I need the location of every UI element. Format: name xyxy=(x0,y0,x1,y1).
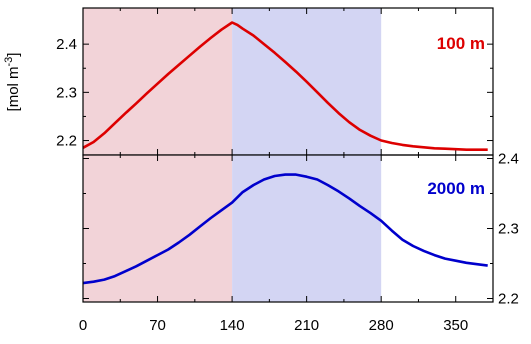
top-ytick-label: 2.3 xyxy=(56,84,77,101)
bottom-panel-frame xyxy=(82,154,494,303)
bottom-panel-label: 2000 m xyxy=(427,179,485,198)
x-tick-label: 0 xyxy=(79,317,87,334)
x-tick-label: 210 xyxy=(294,317,319,334)
y-axis-label-close: ] xyxy=(5,53,22,57)
x-tick-label: 350 xyxy=(443,317,468,334)
x-tick-label: 280 xyxy=(369,317,394,334)
x-tick-label: 140 xyxy=(220,317,245,334)
top-ytick-label: 2.2 xyxy=(56,133,77,150)
top-series-line xyxy=(82,21,488,151)
bottom-panel: 2000 m 2.2 2.3 2.4 0 70 140 210 280 350 xyxy=(79,151,519,335)
top-shaded-regions xyxy=(83,8,382,155)
x-tick-labels: 0 70 140 210 280 350 xyxy=(79,317,468,334)
bottom-ytick-label: 2.4 xyxy=(498,151,519,168)
bottom-shaded-regions xyxy=(83,155,382,302)
bottom-ytick-label: 2.3 xyxy=(498,221,519,238)
top-ytick-labels: 2.2 2.3 2.4 xyxy=(56,36,77,149)
top-panel-label: 100 m xyxy=(437,34,485,53)
y-axis-label-main: [mol m xyxy=(5,66,22,111)
bottom-ytick-label: 2.2 xyxy=(498,291,519,308)
top-ytick-label: 2.4 xyxy=(56,36,77,53)
top-panel: 100 m 2.2 2.3 2.4 [mol m-3] xyxy=(3,7,494,156)
x-tick-label: 70 xyxy=(149,317,166,334)
bottom-ytick-labels: 2.2 2.3 2.4 xyxy=(498,151,519,308)
bottom-series-line xyxy=(82,173,488,285)
y-axis-label: [mol m-3] xyxy=(3,53,22,112)
bottom-shaded-region-1 xyxy=(232,155,382,302)
y-axis-label-sup: -3 xyxy=(3,57,15,67)
